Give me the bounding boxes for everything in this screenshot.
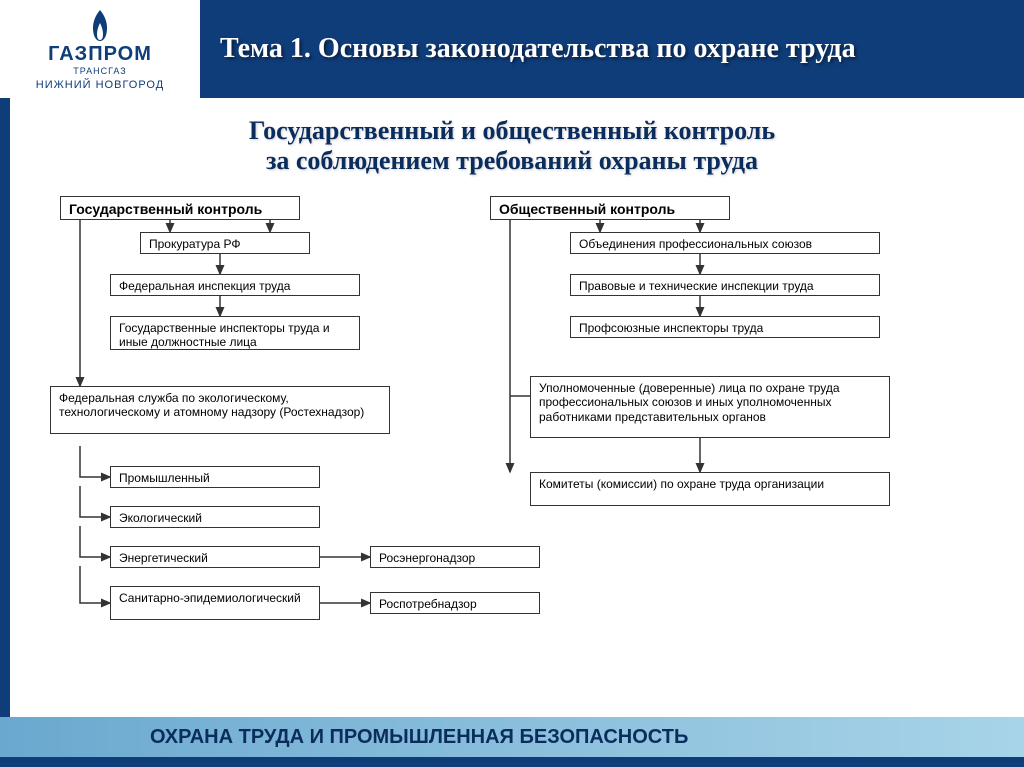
connectors: [10, 186, 1014, 706]
box-gos_insp: Государственные инспекторы труда и иные …: [110, 316, 360, 350]
logo: ГАЗПРОМ ТРАНСГАЗ НИЖНИЙ НОВГОРОД: [0, 0, 200, 98]
box-energy: Энергетический: [110, 546, 320, 568]
page-title: Тема 1. Основы законодательства по охран…: [220, 33, 1024, 65]
box-left_header: Государственный контроль: [60, 196, 300, 220]
box-rospotreb: Роспотребнадзор: [370, 592, 540, 614]
header: ГАЗПРОМ ТРАНСГАЗ НИЖНИЙ НОВГОРОД Тема 1.…: [0, 0, 1024, 98]
subtitle: Государственный и общественный контроль …: [0, 98, 1024, 186]
footer: ОХРАНА ТРУДА И ПРОМЫШЛЕННАЯ БЕЗОПАСНОСТЬ: [0, 717, 1024, 767]
box-prof_insp: Профсоюзные инспекторы труда: [570, 316, 880, 338]
logo-city: НИЖНИЙ НОВГОРОД: [36, 79, 164, 91]
box-prom: Промышленный: [110, 466, 320, 488]
box-right_header: Общественный контроль: [490, 196, 730, 220]
box-rosenergo: Росэнергонадзор: [370, 546, 540, 568]
box-eco: Экологический: [110, 506, 320, 528]
box-prokuratura: Прокуратура РФ: [140, 232, 310, 254]
logo-company: ГАЗПРОМ: [48, 43, 152, 66]
logo-division: ТРАНСГАЗ: [73, 66, 127, 76]
subtitle-line1: Государственный и общественный контроль: [0, 116, 1024, 146]
flowchart: Государственный контроль Прокуратура РФ Фе…: [10, 186, 1014, 706]
flame-icon: [85, 8, 115, 43]
box-trusted: Уполномоченные (доверенные) лица по охра…: [530, 376, 890, 438]
box-rostech: Федеральная служба по экологическому, те…: [50, 386, 390, 434]
box-fed_insp: Федеральная инспекция труда: [110, 274, 360, 296]
subtitle-line2: за соблюдением требований охраны труда: [0, 146, 1024, 176]
title-area: Тема 1. Основы законодательства по охран…: [200, 33, 1024, 65]
footer-accent: [0, 757, 1024, 767]
box-committees: Комитеты (комиссии) по охране труда орга…: [530, 472, 890, 506]
box-unions: Объединения профессиональных союзов: [570, 232, 880, 254]
box-legal_tech: Правовые и технические инспекции труда: [570, 274, 880, 296]
box-sanitar: Санитарно-эпидемиологический: [110, 586, 320, 620]
left-accent-bar: [0, 98, 10, 718]
footer-bar: ОХРАНА ТРУДА И ПРОМЫШЛЕННАЯ БЕЗОПАСНОСТЬ: [0, 717, 1024, 757]
footer-text: ОХРАНА ТРУДА И ПРОМЫШЛЕННАЯ БЕЗОПАСНОСТЬ: [150, 726, 688, 749]
